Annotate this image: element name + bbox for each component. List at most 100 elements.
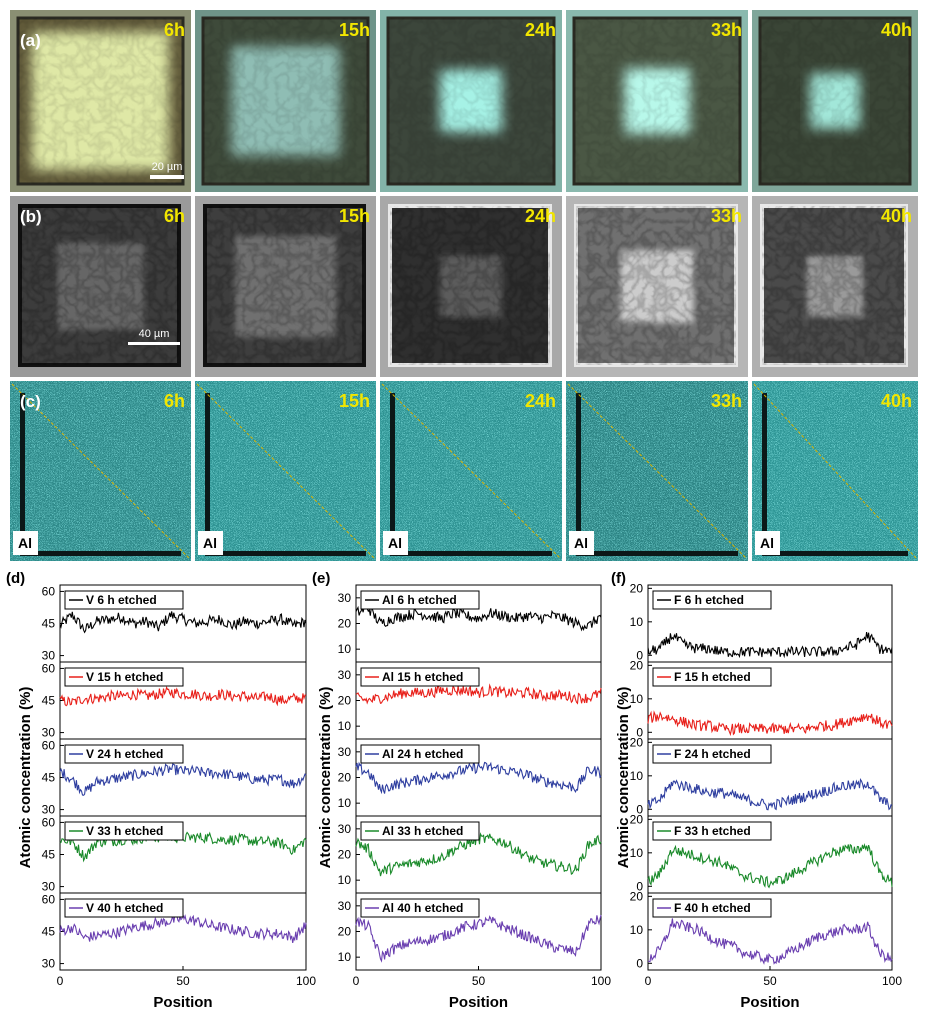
x-tick-label: 50	[472, 974, 486, 988]
micrograph-grid: 6h 15h 24h 33h 40h (a) 20 µm 6h 15h 24h 33h 40h (b) 4…	[10, 10, 918, 561]
surface-texture	[760, 18, 910, 184]
y-tick-label: 20	[630, 581, 644, 595]
eds-al-map: Al 6h	[10, 381, 191, 561]
subplot: 10 20 30 Al 40 h etched	[338, 892, 602, 971]
etch-time-label: 33h	[711, 206, 742, 226]
panel-label: (f)	[611, 570, 626, 587]
legend: F 33 h etched	[652, 821, 772, 841]
subplot: 30 45 60 V 40 h etched	[42, 892, 307, 971]
eds-al-map: Al 33h	[566, 381, 748, 561]
data-series-line	[355, 683, 602, 705]
row-label-a: (a)	[20, 31, 41, 50]
y-tick-label: 30	[338, 591, 352, 605]
y-tick-label: 30	[42, 803, 56, 817]
y-tick-label: 20	[338, 617, 352, 631]
y-tick-label: 10	[630, 846, 644, 860]
element-label-box: Al	[13, 531, 38, 555]
y-tick-label: 0	[636, 648, 643, 662]
sem-micrograph: 15h	[195, 196, 376, 377]
etch-time-label: 6h	[164, 391, 185, 411]
y-axis-title: Atomic concentration (%)	[317, 687, 334, 869]
eds-map-row-c: Al 6h Al 15h Al 24h Al 33h Al 40h (c)	[10, 381, 918, 561]
x-tick-label: 0	[353, 974, 360, 988]
optical-micrograph: 15h	[195, 10, 376, 192]
etch-time-label: 40h	[881, 391, 912, 411]
legend-box	[360, 590, 480, 610]
optical-micrograph-row-a: 6h 15h 24h 33h 40h (a) 20 µm	[10, 10, 918, 192]
panel-label: (d)	[6, 570, 25, 587]
legend-box	[360, 667, 480, 687]
element-label-box: Al	[198, 531, 223, 555]
scale-bar	[128, 342, 180, 345]
legend: V 33 h etched	[64, 821, 184, 841]
legend-label: F 6 h etched	[674, 593, 744, 607]
etch-time-label: 6h	[164, 206, 185, 226]
label-background	[755, 531, 780, 555]
sem-micrograph: 6h	[10, 196, 191, 377]
y-tick-label: 0	[636, 956, 643, 970]
legend-box	[360, 821, 480, 841]
element-label: Al	[203, 535, 217, 551]
data-series-line	[647, 710, 893, 737]
etch-time-label: 24h	[525, 20, 556, 40]
legend-label: Al 6 h etched	[382, 593, 457, 607]
y-tick-label: 10	[630, 923, 644, 937]
legend: Al 6 h etched	[360, 590, 480, 610]
y-axis-title: Atomic concentration (%)	[615, 687, 632, 869]
crack-texture	[205, 206, 364, 365]
y-tick-label: 30	[338, 668, 352, 682]
surface-texture	[574, 18, 740, 184]
x-tick-label: 100	[882, 974, 902, 988]
etch-time-label: 15h	[339, 20, 370, 40]
line-scan-path	[567, 383, 747, 559]
y-tick-label: 20	[630, 658, 644, 672]
data-series-line	[355, 761, 602, 795]
data-series-line	[59, 685, 307, 707]
line-scan-path	[381, 383, 561, 559]
legend-box	[64, 898, 184, 918]
element-label: Al	[18, 535, 32, 551]
row-label-b: (b)	[20, 207, 42, 226]
data-series-line	[647, 778, 893, 811]
x-tick-label: 0	[645, 974, 652, 988]
etch-time-label: 33h	[711, 391, 742, 411]
y-tick-label: 0	[636, 725, 643, 739]
element-label-box: Al	[755, 531, 780, 555]
y-tick-label: 30	[42, 726, 56, 740]
subplot: 0 10 20 F 33 h etched	[630, 812, 893, 894]
y-tick-label: 60	[42, 892, 56, 906]
subplot: 0 10 20 F 40 h etched	[630, 889, 893, 971]
y-tick-label: 20	[338, 771, 352, 785]
y-tick-label: 30	[42, 957, 56, 971]
element-label-box: Al	[569, 531, 594, 555]
element-label: Al	[388, 535, 402, 551]
legend-box	[64, 590, 184, 610]
legend-label: F 40 h etched	[674, 901, 751, 915]
legend-box	[652, 667, 772, 687]
y-tick-label: 60	[42, 738, 56, 752]
panel-label: (e)	[312, 570, 330, 587]
subplot: 0 10 20 F 6 h etched	[630, 581, 893, 663]
chart-panel: (f) 0 10 20 F 6 h etched 0 10 20 F 15 h etched 0 1…	[611, 570, 902, 1011]
legend: V 40 h etched	[64, 898, 184, 918]
eds-al-map: Al 15h	[195, 381, 376, 561]
etch-time-label: 24h	[525, 206, 556, 226]
subplot: 0 10 20 F 15 h etched	[630, 658, 893, 740]
etch-time-label: 15h	[339, 391, 370, 411]
optical-micrograph: 33h	[566, 10, 748, 192]
y-tick-label: 60	[42, 661, 56, 675]
legend: V 6 h etched	[64, 590, 184, 610]
legend: F 24 h etched	[652, 744, 772, 764]
etch-time-label: 40h	[881, 206, 912, 226]
legend-box	[360, 744, 480, 764]
legend-box	[360, 898, 480, 918]
x-tick-label: 100	[591, 974, 611, 988]
y-tick-label: 45	[42, 617, 56, 631]
etch-time-label: 33h	[711, 20, 742, 40]
y-tick-label: 20	[630, 735, 644, 749]
eds-al-map: Al 24h	[380, 381, 562, 561]
data-series-line	[59, 763, 307, 796]
legend-box	[64, 667, 184, 687]
y-tick-label: 20	[338, 925, 352, 939]
